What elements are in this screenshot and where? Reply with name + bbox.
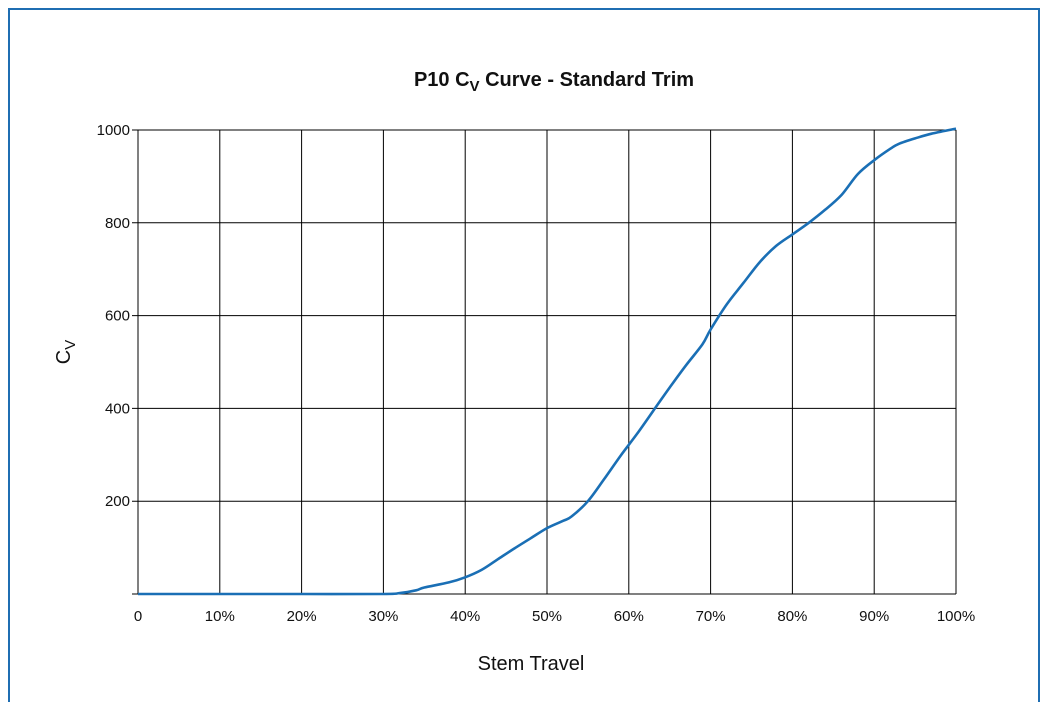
y-tick-label: 600 bbox=[105, 308, 130, 325]
x-tick-label: 90% bbox=[859, 608, 889, 625]
chart-frame bbox=[8, 8, 1040, 702]
y-tick-labels: 200 400 600 800 1000 bbox=[97, 122, 130, 510]
x-tick-label: 50% bbox=[532, 608, 562, 625]
y-tick-label: 1000 bbox=[97, 122, 130, 139]
x-tick-label: 80% bbox=[777, 608, 807, 625]
x-tick-label: 60% bbox=[614, 608, 644, 625]
grid-lines bbox=[132, 129, 957, 595]
x-tick-label: 30% bbox=[368, 608, 398, 625]
x-tick-label: 0 bbox=[134, 608, 142, 625]
y-tick-label: 200 bbox=[105, 493, 130, 510]
x-tick-label: 70% bbox=[696, 608, 726, 625]
x-tick-label: 100% bbox=[937, 608, 975, 625]
x-tick-labels: 0 10% 20% 30% 40% 50% 60% 70% 80% 90% 100% bbox=[134, 608, 975, 625]
y-axis-label: CV bbox=[53, 340, 79, 364]
y-tick-label: 400 bbox=[105, 400, 130, 417]
x-tick-label: 20% bbox=[287, 608, 317, 625]
x-tick-label: 10% bbox=[205, 608, 235, 625]
chart-title: P10 CV Curve - Standard Trim bbox=[414, 69, 694, 95]
y-tick-label: 800 bbox=[105, 215, 130, 232]
cv-series-line bbox=[138, 127, 957, 596]
x-axis-label: Stem Travel bbox=[478, 653, 585, 675]
x-tick-label: 40% bbox=[450, 608, 480, 625]
